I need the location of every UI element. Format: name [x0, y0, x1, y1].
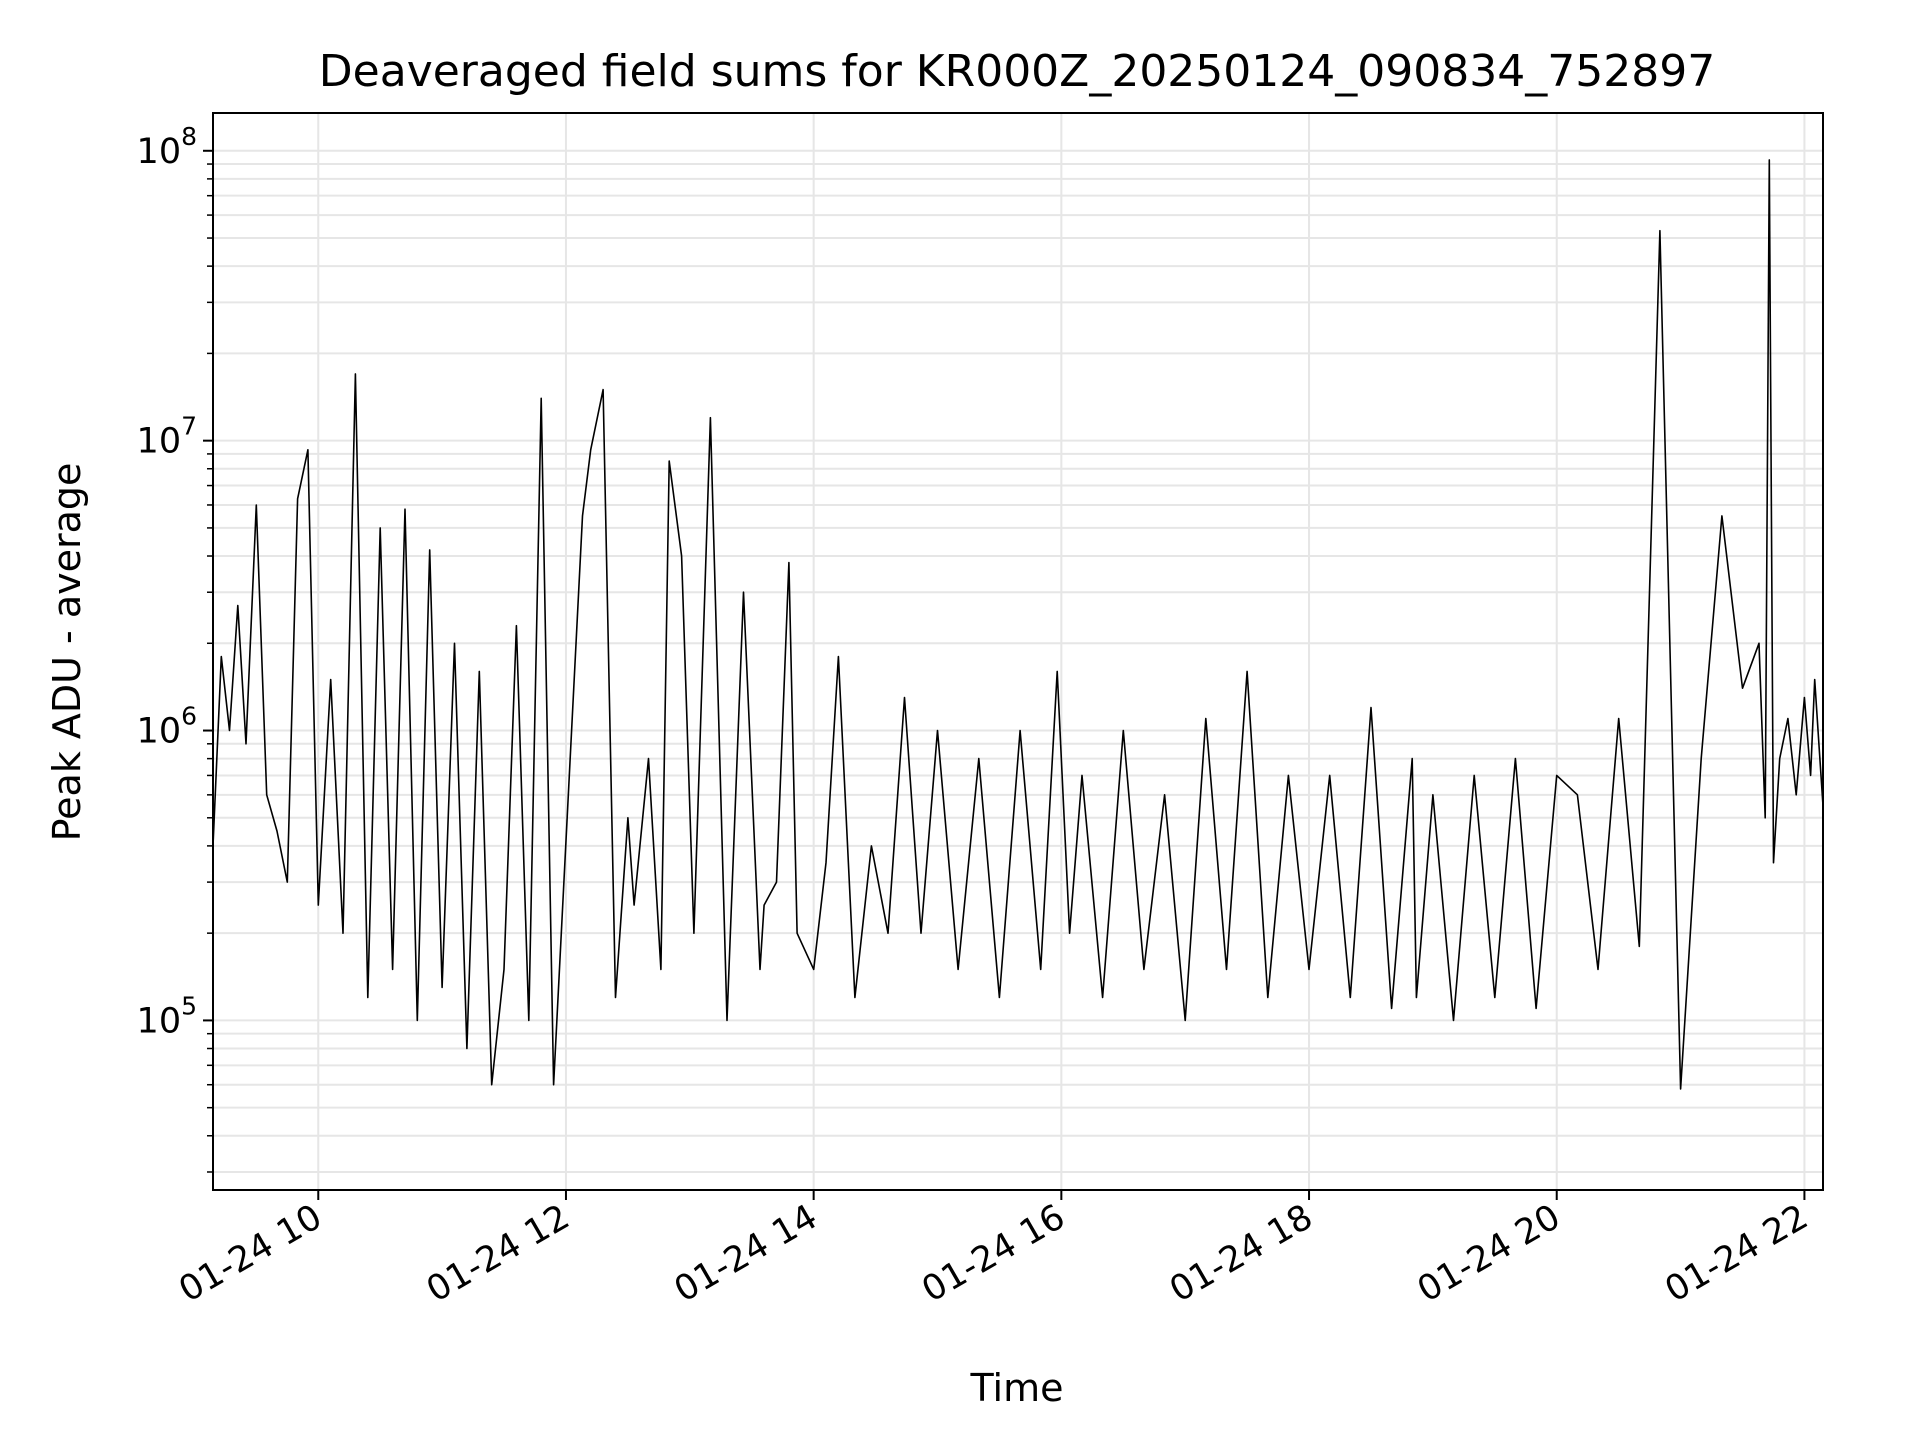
y-tick-label-exponent: 8 [181, 122, 197, 151]
y-tick-label: 106 [137, 702, 197, 752]
y-tick-label-base: 10 [137, 422, 182, 462]
y-tick-label: 105 [137, 991, 197, 1041]
y-tick-label-exponent: 5 [181, 991, 197, 1020]
y-tick-label: 107 [137, 412, 197, 462]
y-tick-label-base: 10 [137, 1001, 182, 1041]
y-axis-label: Peak ADU - average [45, 463, 89, 842]
plot-frame [212, 112, 1824, 1191]
y-tick-label: 108 [137, 122, 197, 172]
series-line [212, 159, 1824, 1090]
grid [213, 113, 1823, 1190]
x-axis-label: Time [970, 1366, 1064, 1410]
y-tick-label-exponent: 7 [181, 412, 197, 441]
chart-title: Deaveraged field sums for KR000Z_2025012… [319, 46, 1715, 97]
y-tick-label-base: 10 [137, 132, 182, 172]
y-tick-label-exponent: 6 [181, 702, 197, 731]
y-tick-label-base: 10 [137, 712, 182, 752]
series-group [212, 159, 1824, 1090]
